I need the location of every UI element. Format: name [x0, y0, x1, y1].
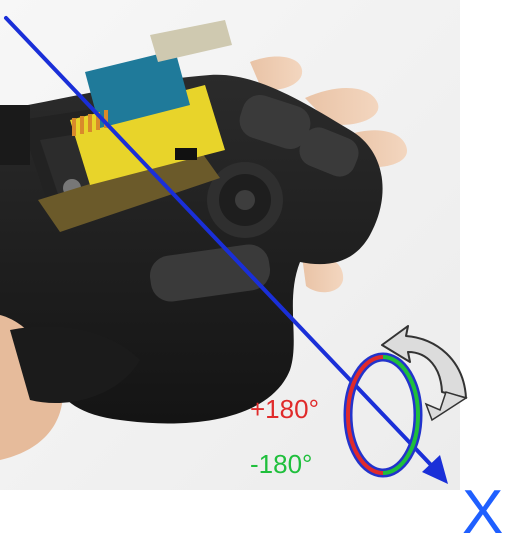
rotation-ring [343, 352, 423, 478]
curved-arrow-icon [381, 325, 468, 422]
circuit-board [38, 20, 232, 232]
x-axis-arrow [4, 16, 448, 484]
positive-angle-label: +180° [250, 394, 319, 424]
glove-mesh [10, 326, 140, 404]
negative-angle-label: -180° [250, 449, 313, 479]
fingers [250, 56, 408, 293]
glove-knuckle-pads [149, 94, 359, 302]
x-axis-label: X [462, 478, 504, 547]
joystick-pad [207, 162, 283, 238]
